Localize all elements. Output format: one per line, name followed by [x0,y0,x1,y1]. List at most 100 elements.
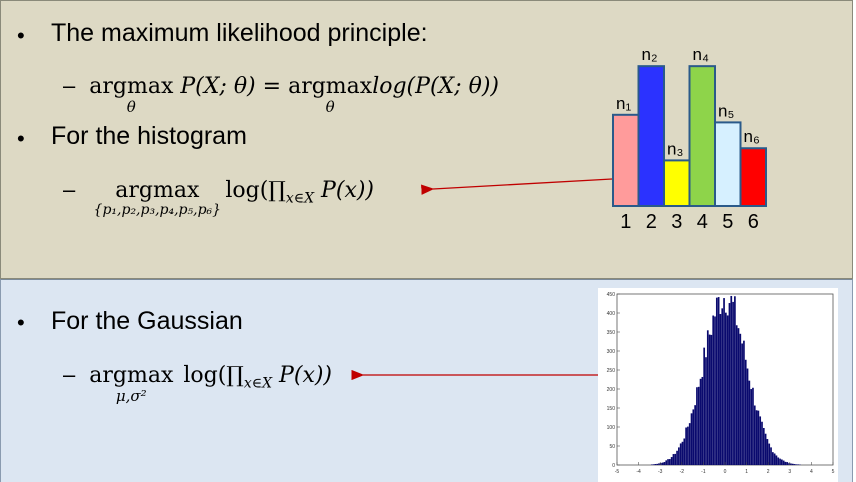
gaussian-bar [739,333,742,465]
histogram-bin-label: 5 [722,211,733,233]
gaussian-bar [728,303,731,465]
gaussian-y-tick: 50 [609,444,615,450]
gaussian-bar [744,359,747,465]
gaussian-bar [676,450,678,465]
gaussian-bar [757,410,760,465]
histogram-bar-4 [688,65,716,207]
bullet-dot: • [17,126,25,151]
histogram-bar-label: n₁ [616,94,631,113]
gaussian-bar [717,297,720,465]
histogram-bar-3 [663,159,691,207]
gaussian-bar [786,462,789,465]
histogram-bar-label: n₄ [693,45,709,64]
gaussian-bar [779,458,781,465]
gaussian-bar [768,443,771,465]
gaussian-bar [764,433,767,465]
argmax-operator: argmax {p₁,p₂,p₃,p₄,p₅,p₆} [93,178,222,218]
histogram-bar-2 [637,65,665,207]
histogram-bar-label: n₆ [744,127,760,146]
gaussian-bar [732,301,734,465]
histogram-bin-label: 3 [671,211,682,233]
gaussian-bar [674,453,677,465]
histogram-bar-6 [739,147,767,208]
gaussian-bar [699,378,702,465]
gaussian-bar [793,464,796,465]
histogram-bin-label: 4 [697,211,708,233]
gaussian-bar [706,330,709,465]
gaussian-y-tick: 300 [607,349,616,355]
bullet-dot: • [17,23,25,48]
gaussian-bar [773,453,776,465]
gaussian-bar [766,439,769,465]
histogram-bar-5 [714,121,742,207]
gaussian-x-tick: 4 [810,469,813,475]
histogram-bar-label: n₃ [667,139,683,158]
gaussian-y-tick: 150 [607,406,616,412]
gaussian-bar [762,427,765,465]
histogram-bin-label: 2 [646,211,657,233]
gaussian-bar [678,447,680,465]
gaussian-x-tick: 5 [832,469,835,475]
histogram-bar-label: n₂ [642,45,658,64]
gaussian-bar [725,312,727,465]
gaussian-x-tick: -4 [636,469,641,475]
gaussian-bar [701,376,704,465]
gaussian-bar [659,462,662,465]
gaussian-x-tick: -3 [658,469,663,475]
eq-dash: – [63,73,76,98]
gaussian-bar [681,441,684,465]
gaussian-panel: • For the Gaussian – argmax μ,σ² log(∏x∈X P… [0,279,853,482]
gaussian-bar [741,343,743,465]
gaussian-bar [746,368,749,465]
eq-lhs: P(X; θ) = [180,74,282,99]
gaussian-x-tick: 0 [724,469,727,475]
gaussian-bar [748,380,751,465]
gaussian-bar [690,413,693,465]
gaussian-x-tick: -2 [680,469,685,475]
equation-ml: – argmax θ P(X; θ) = argmax θ log(P(X; θ)) [63,73,499,116]
gaussian-bar [663,462,666,465]
gaussian-bar [770,447,772,465]
histogram-bin-label: 6 [748,211,759,233]
histogram-bin-label: 1 [620,211,631,233]
gaussian-bar [761,421,763,465]
histogram-bar-1 [612,113,640,207]
argmax-operator: argmax μ,σ² [89,363,174,405]
gaussian-bar [775,455,778,465]
bullet-ml-principle: The maximum likelihood principle: [51,19,428,47]
gaussian-bar [750,389,752,465]
bullet-dot: • [17,310,25,335]
eq-dash: – [63,362,76,387]
histogram-bar-label: n₅ [718,101,734,120]
gaussian-bar [661,462,664,465]
gaussian-bar [694,405,696,465]
gaussian-y-tick: 200 [607,387,616,393]
gaussian-bar [712,315,715,465]
gaussian-bar [790,463,792,465]
equation-gaussian: – argmax μ,σ² log(∏x∈X P(x)) [63,362,333,405]
gaussian-bar [658,463,660,465]
gaussian-bar [652,464,655,465]
gaussian-bar [759,416,762,465]
gaussian-bar [723,298,725,465]
gaussian-bar [685,427,687,465]
gaussian-bar [730,295,733,465]
gaussian-x-tick: -5 [615,469,620,475]
gaussian-x-tick: 2 [767,469,770,475]
gaussian-bar [726,315,729,465]
gaussian-bar [784,461,787,465]
gaussian-y-tick: 400 [607,311,616,317]
gaussian-y-tick: 0 [612,463,615,469]
gaussian-bar [687,426,689,465]
gaussian-bar [795,464,798,465]
gaussian-bar [743,340,745,465]
gaussian-y-tick: 250 [607,368,616,374]
gaussian-bar [679,443,682,465]
gaussian-x-tick: -1 [701,469,706,475]
gaussian-bar [714,316,716,465]
gaussian-bar [665,460,668,465]
arrow-histogram [421,178,613,195]
gaussian-bar [735,325,738,465]
gaussian-bar [650,464,653,465]
